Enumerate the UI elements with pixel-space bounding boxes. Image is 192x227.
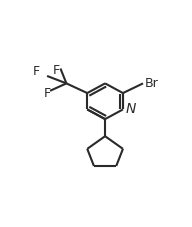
Text: F: F [33, 65, 40, 78]
Text: Br: Br [145, 77, 159, 90]
Text: F: F [53, 64, 60, 77]
Text: F: F [44, 87, 51, 100]
Text: N: N [125, 102, 136, 116]
